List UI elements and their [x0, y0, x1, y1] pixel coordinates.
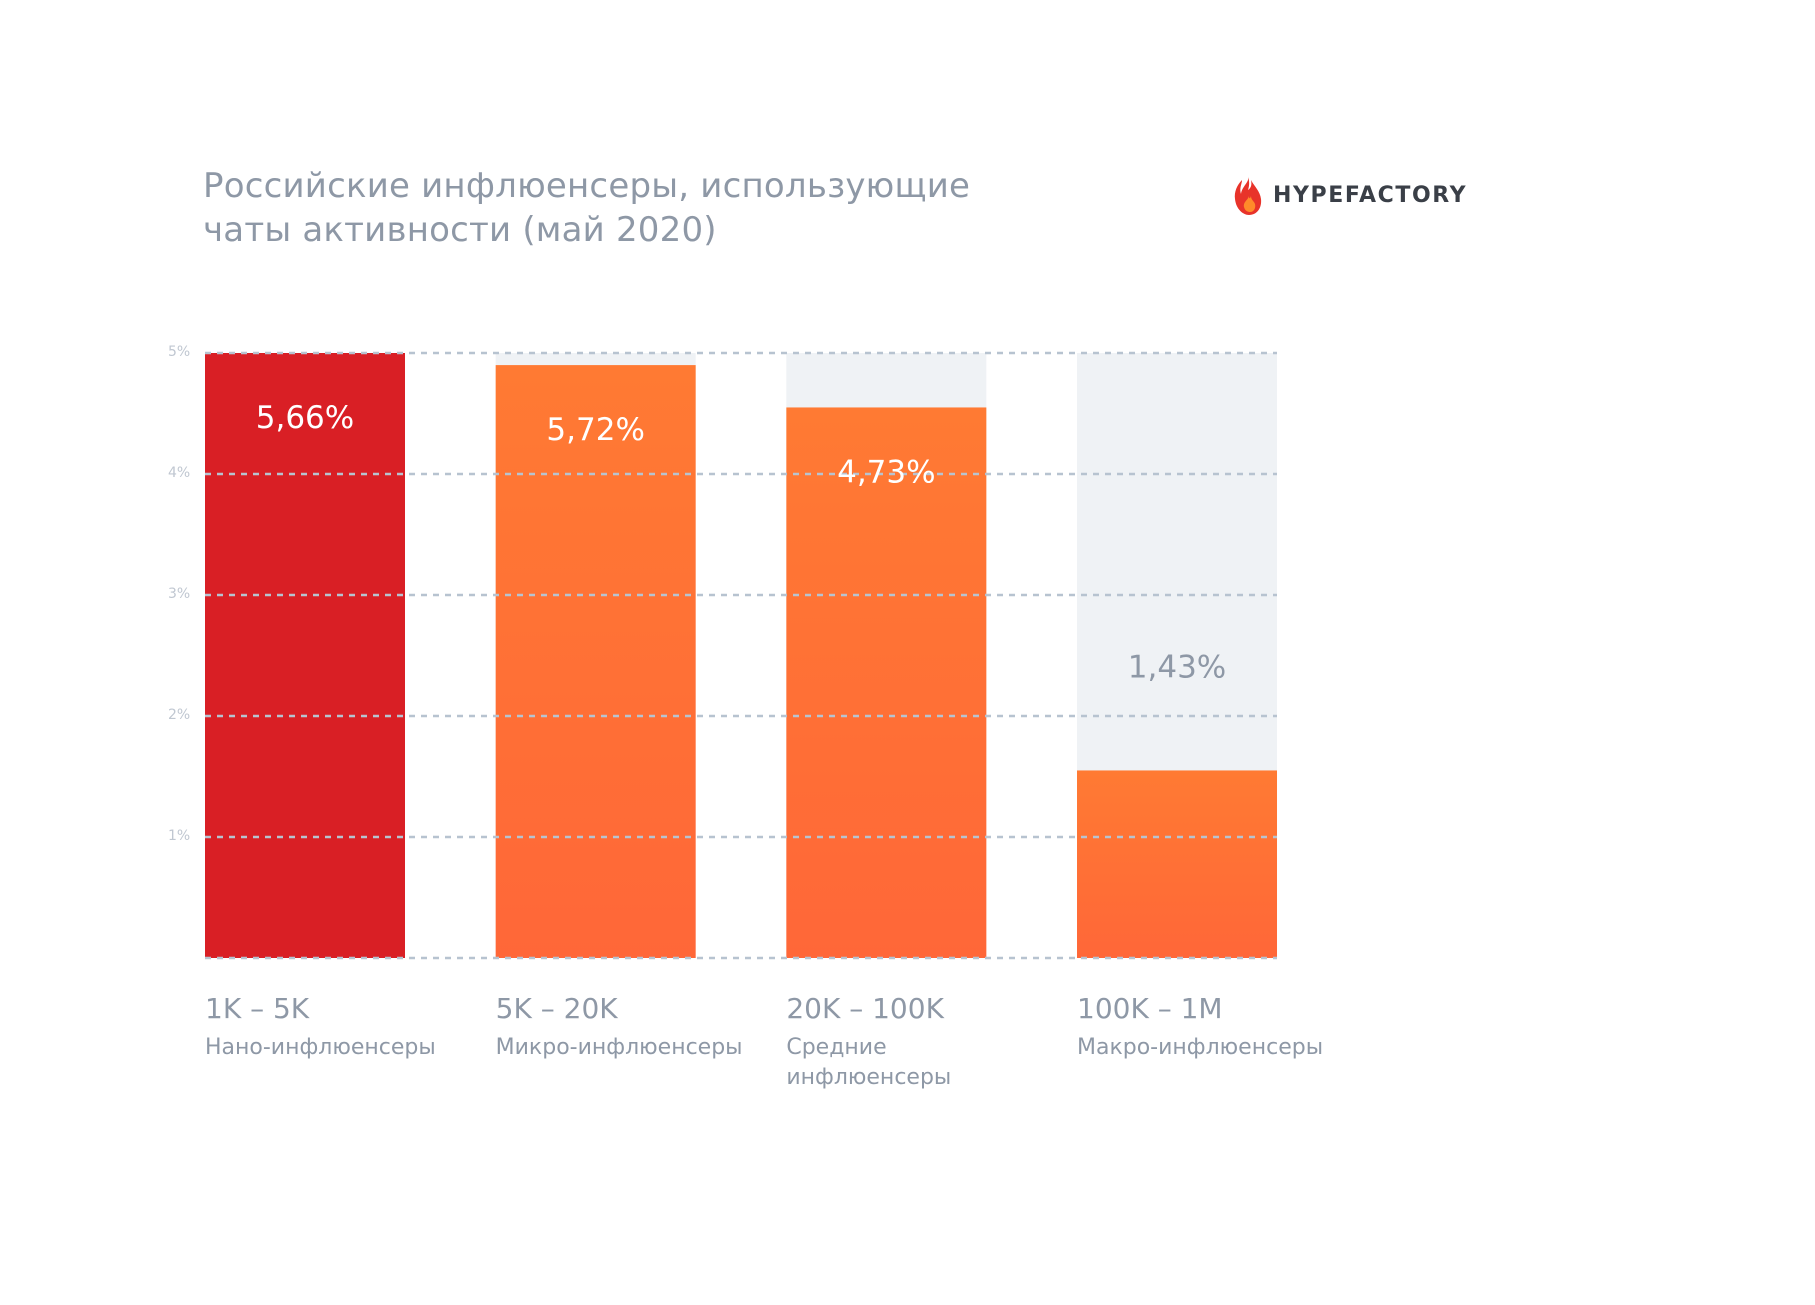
bar — [1077, 770, 1278, 958]
y-tick-label: 3% — [168, 586, 190, 602]
y-tick-label: 5% — [168, 344, 190, 360]
brand-name: HYPEFACTORY — [1273, 182, 1468, 208]
category-label: Микро-инфлюенсеры — [496, 1035, 743, 1060]
value-label: 4,73% — [837, 454, 935, 490]
value-label: 5,72% — [546, 412, 644, 448]
category-label: Нано-инфлюенсеры — [205, 1035, 436, 1060]
category-label: инфлюенсеры — [786, 1065, 951, 1090]
category-range: 20K – 100K — [786, 992, 944, 1025]
category-range: 100K – 1M — [1077, 992, 1223, 1025]
value-label: 5,66% — [256, 400, 354, 436]
bar — [205, 353, 405, 958]
bar — [786, 407, 987, 958]
chart-title: Российские инфлюенсеры, использующие чат… — [203, 164, 983, 252]
category-labels: 1K – 5K Нано-инфлюенсеры 5K – 20K Микро-инф… — [205, 992, 1323, 1090]
category-range: 1K – 5K — [205, 992, 310, 1025]
chart-title-line-1: Российские инфлюенсеры, использующие — [203, 166, 971, 206]
y-tick-label: 1% — [168, 828, 190, 844]
value-labels: 5,66% 5,72% 4,73% 1,43% — [256, 400, 1226, 686]
value-label: 1,43% — [1128, 650, 1226, 686]
flame-icon — [1234, 176, 1262, 215]
y-tick-label: 2% — [168, 707, 190, 723]
bar — [495, 365, 696, 959]
chart-title-line-2: чаты активности (май 2020) — [203, 210, 717, 250]
category-label: Средние — [786, 1035, 886, 1060]
brand-logo: HYPEFACTORY — [1233, 170, 1467, 220]
y-tick-label: 4% — [168, 465, 190, 481]
category-label: Макро-инфлюенсеры — [1077, 1035, 1323, 1060]
bars — [205, 353, 1278, 959]
category-range: 5K – 20K — [496, 992, 619, 1025]
gridlines — [205, 351, 1277, 960]
y-axis-ticks: 1% 2% 3% 4% 5% — [168, 344, 190, 844]
